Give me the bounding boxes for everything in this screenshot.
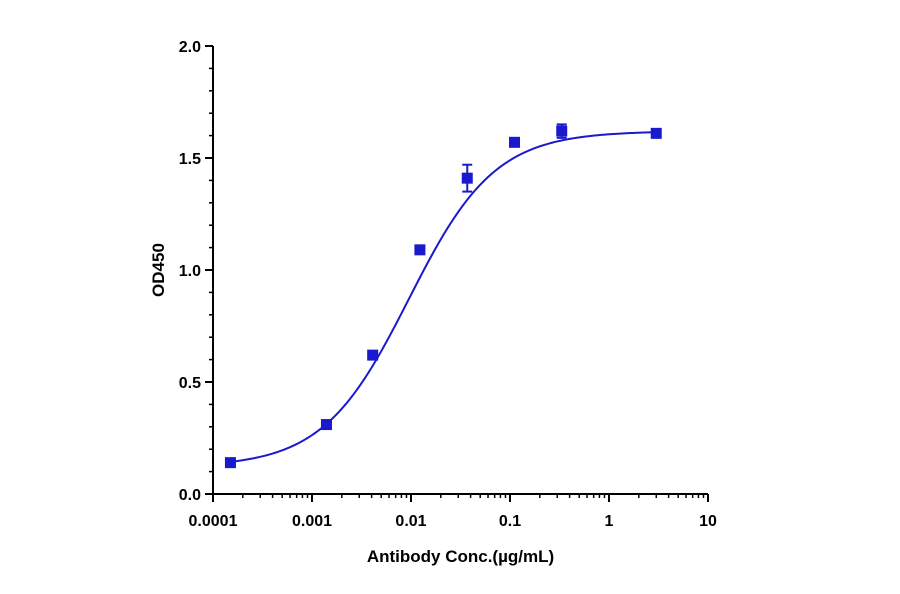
y-axis-title: OD450 xyxy=(149,243,168,297)
y-tick-label: 2.0 xyxy=(179,39,201,56)
data-point xyxy=(414,244,426,256)
axes xyxy=(212,46,708,495)
x-tick-label: 0.1 xyxy=(499,513,521,530)
x-tick-label: 0.001 xyxy=(292,513,332,530)
x-tick-label: 10 xyxy=(699,513,717,530)
x-tick-label: 0.0001 xyxy=(189,513,238,530)
fit-curve xyxy=(230,131,657,463)
y-tick-label: 1.5 xyxy=(179,151,201,168)
data-point xyxy=(367,349,379,361)
x-tick-label: 1 xyxy=(605,513,614,530)
x-tick-label: 0.01 xyxy=(395,513,426,530)
data-point xyxy=(556,125,568,137)
data-point xyxy=(461,172,473,184)
ticks xyxy=(205,45,709,502)
data-point xyxy=(508,136,520,148)
data-points xyxy=(224,123,662,469)
y-tick-label: 1.0 xyxy=(179,263,201,280)
x-axis-title: Antibody Conc.(µg/mL) xyxy=(367,547,554,566)
data-point xyxy=(650,127,662,139)
y-tick-label: 0.0 xyxy=(179,487,201,504)
y-tick-label: 0.5 xyxy=(179,375,201,392)
data-point xyxy=(320,419,332,431)
data-point xyxy=(224,457,236,469)
tick-labels: 0.0 0.5 1.0 1.5 2.0 0.0001 0.001 0.01 0.1 1 10 xyxy=(179,39,717,530)
